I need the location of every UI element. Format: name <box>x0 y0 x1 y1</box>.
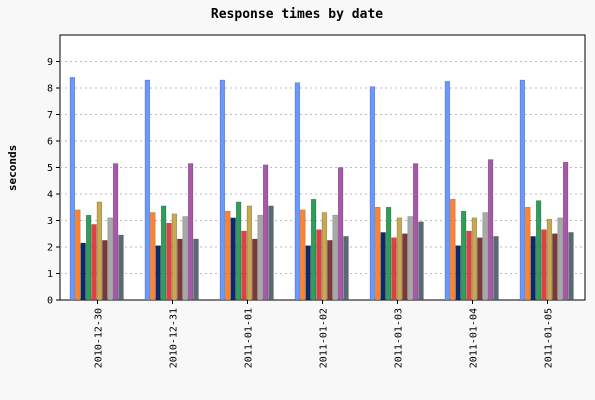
bar <box>96 201 103 301</box>
bar <box>85 214 92 301</box>
y-axis-ticks: 0 1 2 3 4 5 6 7 8 9 <box>47 57 60 307</box>
bar <box>262 164 269 301</box>
bar <box>118 234 124 301</box>
bar <box>268 205 274 301</box>
bar <box>166 222 172 301</box>
bar <box>107 217 113 301</box>
y-tick-label: 7 <box>47 110 53 121</box>
bar <box>300 209 306 301</box>
bar <box>337 167 344 301</box>
bar <box>444 81 451 301</box>
chart-title: Response times by date <box>211 7 383 22</box>
bar <box>160 205 167 301</box>
y-axis-label: seconds <box>6 145 19 191</box>
bar <box>385 207 392 301</box>
bar <box>316 229 322 301</box>
bar <box>369 86 376 301</box>
bar <box>487 159 494 301</box>
bar <box>482 212 488 301</box>
bar <box>80 242 86 301</box>
bar <box>219 79 226 301</box>
bar <box>546 218 553 301</box>
bar <box>193 238 199 301</box>
bar <box>235 201 242 301</box>
bar <box>402 233 408 301</box>
bar <box>257 214 263 301</box>
bar <box>225 210 231 301</box>
bar <box>182 216 188 301</box>
y-tick-label: 2 <box>47 243 53 254</box>
x-tick-label: 2011-01-02 <box>319 308 330 368</box>
bar <box>530 236 536 301</box>
bar <box>69 77 76 301</box>
bar <box>455 245 461 301</box>
bar <box>562 161 569 301</box>
x-tick-label: 2011-01-03 <box>394 308 405 368</box>
bar <box>396 217 403 301</box>
x-tick-label: 2011-01-01 <box>244 308 255 368</box>
bars <box>69 77 574 301</box>
bar <box>380 232 386 301</box>
bar <box>412 163 419 301</box>
bar <box>150 212 156 301</box>
bar <box>91 224 97 301</box>
bar <box>75 209 81 301</box>
bar <box>460 210 467 301</box>
bar <box>332 214 338 301</box>
bar <box>418 221 424 301</box>
bar <box>112 163 119 301</box>
bar <box>450 199 456 301</box>
bar <box>246 205 253 301</box>
y-tick-label: 5 <box>47 163 53 174</box>
x-tick-label: 2011-01-05 <box>544 308 555 368</box>
bar <box>343 236 349 301</box>
bar <box>525 207 531 301</box>
bar <box>155 245 161 301</box>
x-tick-label: 2011-01-04 <box>469 308 480 368</box>
bar <box>305 245 311 301</box>
bar <box>568 232 574 301</box>
x-axis-ticks: 2010-12-30 2010-12-31 2011-01-01 2011-01-02… <box>94 300 555 368</box>
bar <box>230 217 236 301</box>
bar <box>375 207 381 301</box>
bar <box>391 237 397 301</box>
bar <box>535 200 542 301</box>
bar <box>552 233 558 301</box>
bar <box>252 238 258 301</box>
y-tick-label: 3 <box>47 216 53 227</box>
bar <box>177 238 183 301</box>
bar <box>471 217 478 301</box>
y-tick-label: 6 <box>47 137 53 148</box>
bar <box>541 229 547 301</box>
bar <box>493 236 499 301</box>
bar <box>407 216 413 301</box>
bar <box>519 79 526 301</box>
bar <box>477 237 483 301</box>
bar <box>102 240 108 301</box>
bar <box>144 79 151 301</box>
y-tick-label: 0 <box>47 296 53 307</box>
bar <box>327 240 333 301</box>
bar <box>557 217 563 301</box>
bar <box>294 82 301 301</box>
y-tick-label: 8 <box>47 84 53 95</box>
bar <box>187 163 194 301</box>
bar <box>310 199 317 301</box>
y-tick-label: 9 <box>47 57 53 68</box>
x-tick-label: 2010-12-31 <box>169 308 180 368</box>
bar <box>171 213 178 301</box>
x-tick-label: 2010-12-30 <box>94 308 105 368</box>
y-tick-label: 4 <box>47 190 53 201</box>
y-tick-label: 1 <box>47 269 53 280</box>
bar <box>466 230 472 301</box>
bar <box>321 212 328 301</box>
bar <box>241 230 247 301</box>
